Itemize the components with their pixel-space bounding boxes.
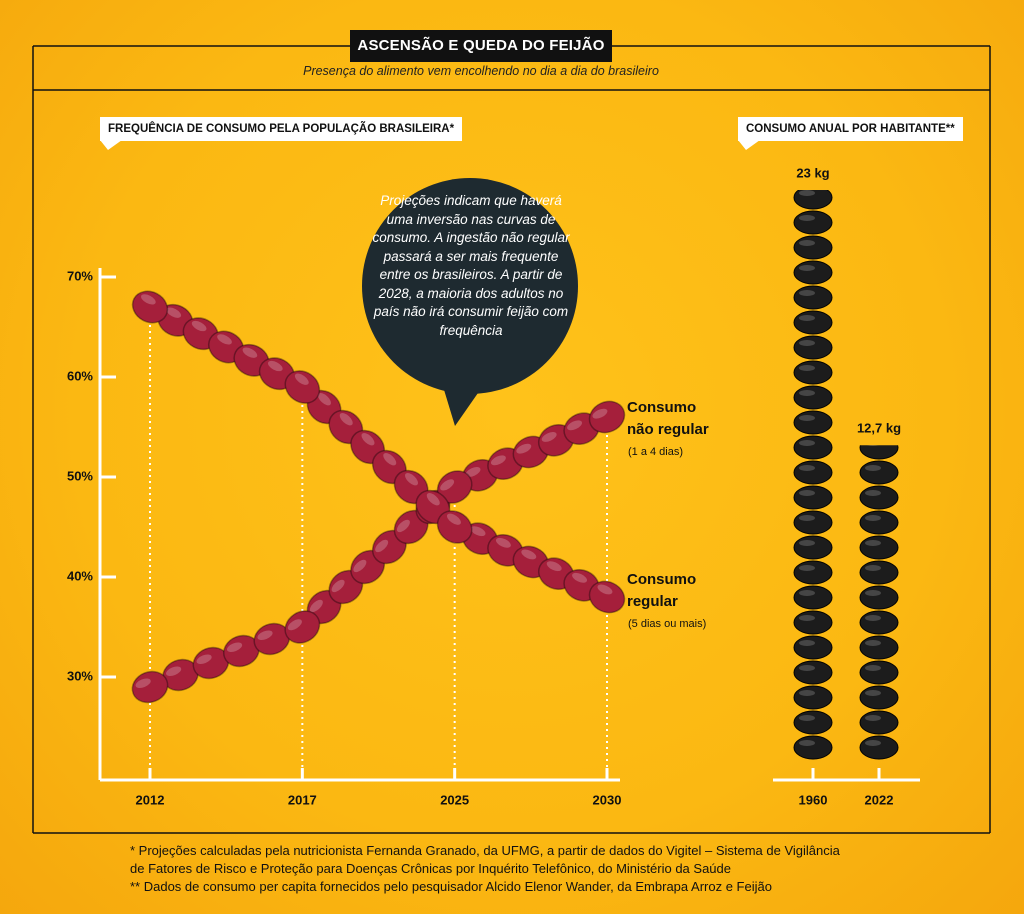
bean-highlight <box>465 467 481 477</box>
x-tick-label: 2025 <box>440 792 469 807</box>
data-point <box>131 290 169 324</box>
bean-highlight <box>135 678 151 688</box>
bean-highlight <box>331 579 345 593</box>
bean-highlight <box>375 539 389 553</box>
annotation: Projeções indicam que haverá uma inversã… <box>372 193 570 338</box>
data-bean <box>131 670 169 704</box>
value-label: 12,7 kg <box>857 421 901 436</box>
bean-highlight <box>597 584 613 595</box>
data-point <box>436 510 473 544</box>
y-tick-label: 60% <box>67 368 93 383</box>
bean-highlight <box>191 320 207 332</box>
x-tick-label: 2030 <box>593 792 622 807</box>
bean-highlight <box>294 373 309 385</box>
bubble-tail <box>438 370 494 426</box>
y-tick-label: 70% <box>67 268 93 283</box>
x-tick-label: 2022 <box>865 792 894 807</box>
bean-highlight <box>572 572 588 583</box>
x-tick-label: 2017 <box>288 792 317 807</box>
bar <box>858 445 900 760</box>
series-label: Consumo não regular <box>627 399 709 438</box>
bean-highlight <box>317 393 331 406</box>
bean-highlight <box>592 408 608 419</box>
bean-highlight <box>287 619 302 631</box>
bean-highlight <box>196 654 212 664</box>
bean-highlight <box>541 432 557 442</box>
bean-highlight <box>495 537 511 548</box>
bean <box>253 622 291 656</box>
bean-highlight <box>405 473 419 486</box>
data-point <box>131 670 169 704</box>
data-bean <box>284 370 321 404</box>
data-bean <box>436 510 473 544</box>
data-point <box>284 370 321 404</box>
bean-highlight <box>440 479 455 491</box>
bean-highlight <box>166 307 182 318</box>
label-tail <box>738 140 760 150</box>
data-point <box>588 580 626 614</box>
y-tick-label: 30% <box>67 668 93 683</box>
series-note: (1 a 4 dias) <box>628 446 684 458</box>
bean-highlight <box>257 630 273 640</box>
data-point <box>588 400 626 434</box>
bean-highlight <box>353 559 367 573</box>
title: ASCENSÃO E QUEDA DO FEIJÃO <box>350 30 612 62</box>
bean-highlight <box>470 526 486 537</box>
subtitle: Presença do alimento vem encolhendo no d… <box>303 64 659 78</box>
series-note: (5 dias ou mais) <box>628 618 707 630</box>
y-tick-label: 50% <box>67 468 93 483</box>
label-tail <box>100 140 122 150</box>
data-bean <box>131 290 169 324</box>
data-bean <box>284 610 321 644</box>
frame <box>32 45 991 834</box>
series-label: Consumo regular <box>627 571 697 610</box>
footnote: ** Dados de consumo per capita fornecido… <box>130 879 772 894</box>
bean-highlight <box>217 334 232 345</box>
data-bean <box>588 580 626 614</box>
bean-highlight <box>383 453 397 466</box>
y-tick-label: 40% <box>67 568 93 583</box>
bean-highlight <box>396 519 410 533</box>
bean-highlight <box>521 549 537 560</box>
bean-highlight <box>309 599 323 613</box>
bean-highlight <box>490 455 506 466</box>
bean-highlight <box>361 433 375 446</box>
bean-highlight <box>339 413 353 426</box>
bean-highlight <box>226 642 243 652</box>
bean-highlight <box>242 347 258 358</box>
data-point <box>436 470 473 504</box>
x-tick-label: 2012 <box>136 792 165 807</box>
bean-highlight <box>516 443 532 454</box>
section-title: FREQUÊNCIA DE CONSUMO PELA POPULAÇÃO BRA… <box>100 117 463 141</box>
data-point <box>284 610 321 644</box>
data-bean <box>588 400 626 434</box>
bean <box>223 634 260 668</box>
value-label: 23 kg <box>796 165 829 180</box>
footnotes: * Projeções calculadas pela nutricionist… <box>130 842 850 896</box>
x-tick-label: 1960 <box>799 792 828 807</box>
footnote: * Projeções calculadas pela nutricionist… <box>130 843 840 876</box>
bean-highlight <box>166 666 182 676</box>
bubble <box>362 178 578 394</box>
bean-highlight <box>446 513 461 525</box>
bean-highlight <box>426 493 440 506</box>
section-title: CONSUMO ANUAL POR HABITANTE** <box>738 117 963 141</box>
bean-highlight <box>267 360 283 372</box>
bar <box>792 190 834 760</box>
bean-highlight <box>546 561 562 572</box>
bean-highlight <box>141 294 156 305</box>
bean-highlight <box>567 420 583 431</box>
